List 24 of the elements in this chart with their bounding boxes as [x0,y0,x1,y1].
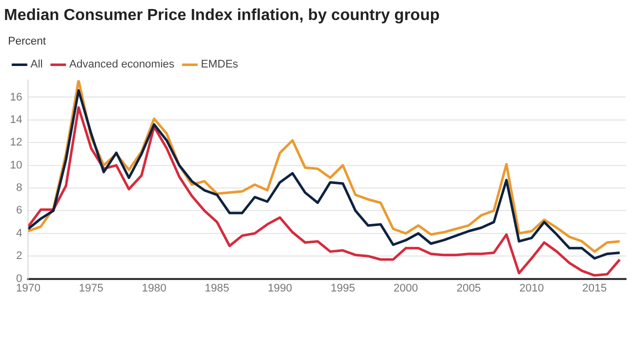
y-tick-label: 16 [10,91,22,104]
x-tick-label: 1995 [330,282,356,294]
y-tick-label: 14 [10,114,22,126]
y-tick-label: 10 [10,159,22,172]
y-tick-label: 8 [16,182,22,194]
x-tick-label: 2010 [519,282,544,294]
x-tick-label: 1985 [204,282,230,294]
x-tick-label: 1975 [78,282,104,294]
legend-label: Advanced economies [69,58,175,71]
y-tick-label: 4 [16,227,22,240]
y-axis-title: Percent [8,36,46,48]
x-tick-label: 1990 [268,282,292,294]
chart-title: Median Consumer Price Index inflation, by country group [4,7,440,24]
x-tick-label: 2000 [394,282,418,294]
y-tick-label: 6 [16,204,22,217]
x-tick-label: 1970 [16,282,40,294]
x-tick-label: 2015 [582,282,607,294]
x-tick-label: 1980 [142,282,166,294]
y-tick-label: 12 [10,136,22,149]
y-tick-label: 2 [16,250,22,262]
y-tick-label: 0 [16,272,22,285]
x-tick-label: 2005 [456,282,481,294]
legend-label: All [30,58,43,71]
legend-label: EMDEs [200,58,239,71]
